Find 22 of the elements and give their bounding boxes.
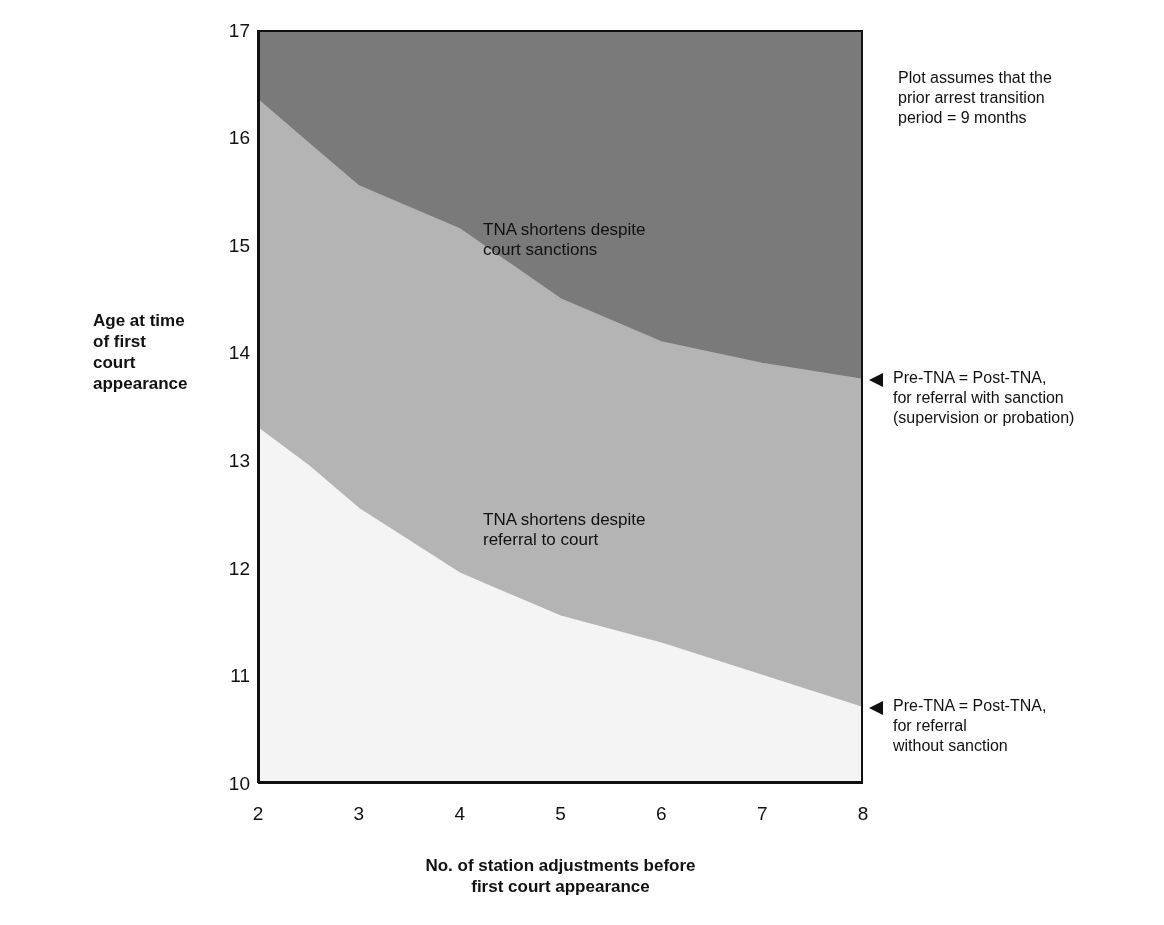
y-tick-label: 15 bbox=[228, 234, 250, 256]
annotation: Pre-TNA = Post-TNA, for referral without sanction bbox=[893, 695, 1047, 756]
x-tick-label: 3 bbox=[353, 803, 365, 825]
annotation: TNA shortens despite court sanctions bbox=[483, 220, 646, 260]
x-tick-label: 7 bbox=[756, 803, 768, 825]
x-tick-label: 2 bbox=[252, 803, 264, 825]
text: Plot assumes that the prior arrest transition period = 9 months bbox=[898, 68, 1052, 128]
y-tick-label: 14 bbox=[228, 342, 251, 364]
x-tick-label: 8 bbox=[857, 803, 869, 825]
y-axis-title: Age at time of first court appearance bbox=[93, 309, 188, 394]
y-tick-label: 11 bbox=[230, 665, 250, 687]
y-tick-label: 12 bbox=[228, 557, 250, 579]
x-tick-label: 6 bbox=[656, 803, 667, 825]
y-tick-label: 16 bbox=[228, 127, 250, 149]
y-tick-label: 10 bbox=[228, 772, 250, 794]
x-axis-title: No. of station adjustments before first court appearance bbox=[424, 855, 697, 897]
x-tick-label: 5 bbox=[555, 803, 566, 825]
annotation: Pre-TNA = Post-TNA, for referral with sanction (supervision or probation) bbox=[893, 367, 1075, 428]
y-tick-label: 17 bbox=[228, 19, 250, 41]
annotation: TNA shortens despite referral to court bbox=[483, 510, 646, 550]
x-tick-label: 4 bbox=[454, 803, 466, 825]
y-tick-label: 13 bbox=[228, 450, 250, 472]
